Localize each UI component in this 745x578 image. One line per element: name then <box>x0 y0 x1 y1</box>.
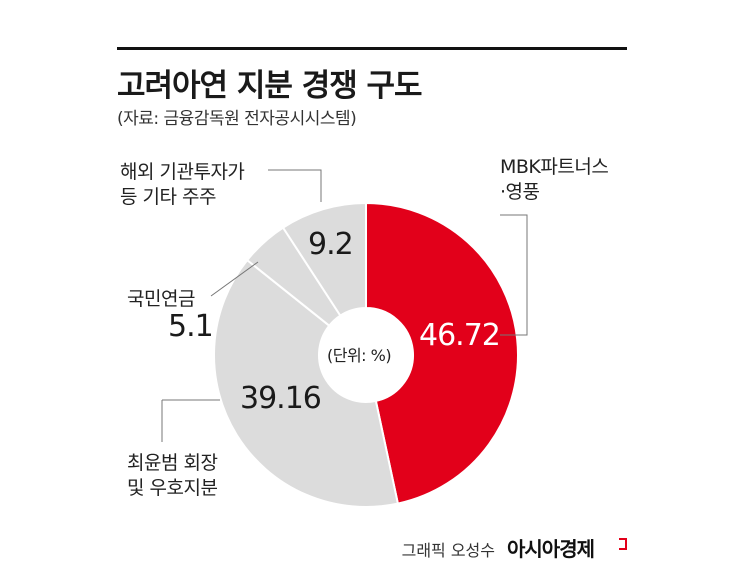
value-choi: 39.16 <box>240 381 322 416</box>
leader-nps <box>210 261 259 297</box>
label-choi: 최윤범 회장 및 우호지분 <box>127 451 218 501</box>
slice-foreign <box>281 201 367 317</box>
slice-mbk <box>365 201 519 505</box>
chart-source: (자료: 금융감독원 전자공시시스템) <box>117 109 357 129</box>
label-mbk-line-2: ·영풍 <box>500 181 540 203</box>
value-mbk: 46.72 <box>419 318 501 353</box>
label-nps: 국민연금 <box>127 287 195 312</box>
value-nps: 5.1 <box>168 309 214 344</box>
label-nps-line-1: 국민연금 <box>127 288 195 310</box>
graphic-credit: 그래픽 오성수 <box>401 541 495 560</box>
label-mbk: MBK파트너스 ·영풍 <box>500 155 609 205</box>
unit-label: (단위: %) <box>327 346 392 365</box>
leader-foreign <box>268 169 322 202</box>
label-foreign-line-1: 해외 기관투자가 <box>120 161 245 183</box>
label-choi-line-1: 최윤범 회장 <box>127 452 218 474</box>
brand-mark-icon <box>619 538 627 550</box>
label-foreign-line-2: 등 기타 주주 <box>120 186 216 208</box>
slice-choi <box>213 258 400 508</box>
leader-mbk <box>500 214 528 336</box>
label-foreign: 해외 기관투자가 등 기타 주주 <box>120 160 245 210</box>
label-mbk-line-1: MBK파트너스 <box>500 156 609 178</box>
value-foreign: 9.2 <box>308 227 354 262</box>
chart-title: 고려아연 지분 경쟁 구도 <box>117 68 423 104</box>
brand-logo: 아시아경제 <box>507 537 595 561</box>
label-choi-line-2: 및 우호지분 <box>127 477 218 499</box>
top-rule <box>117 47 627 50</box>
